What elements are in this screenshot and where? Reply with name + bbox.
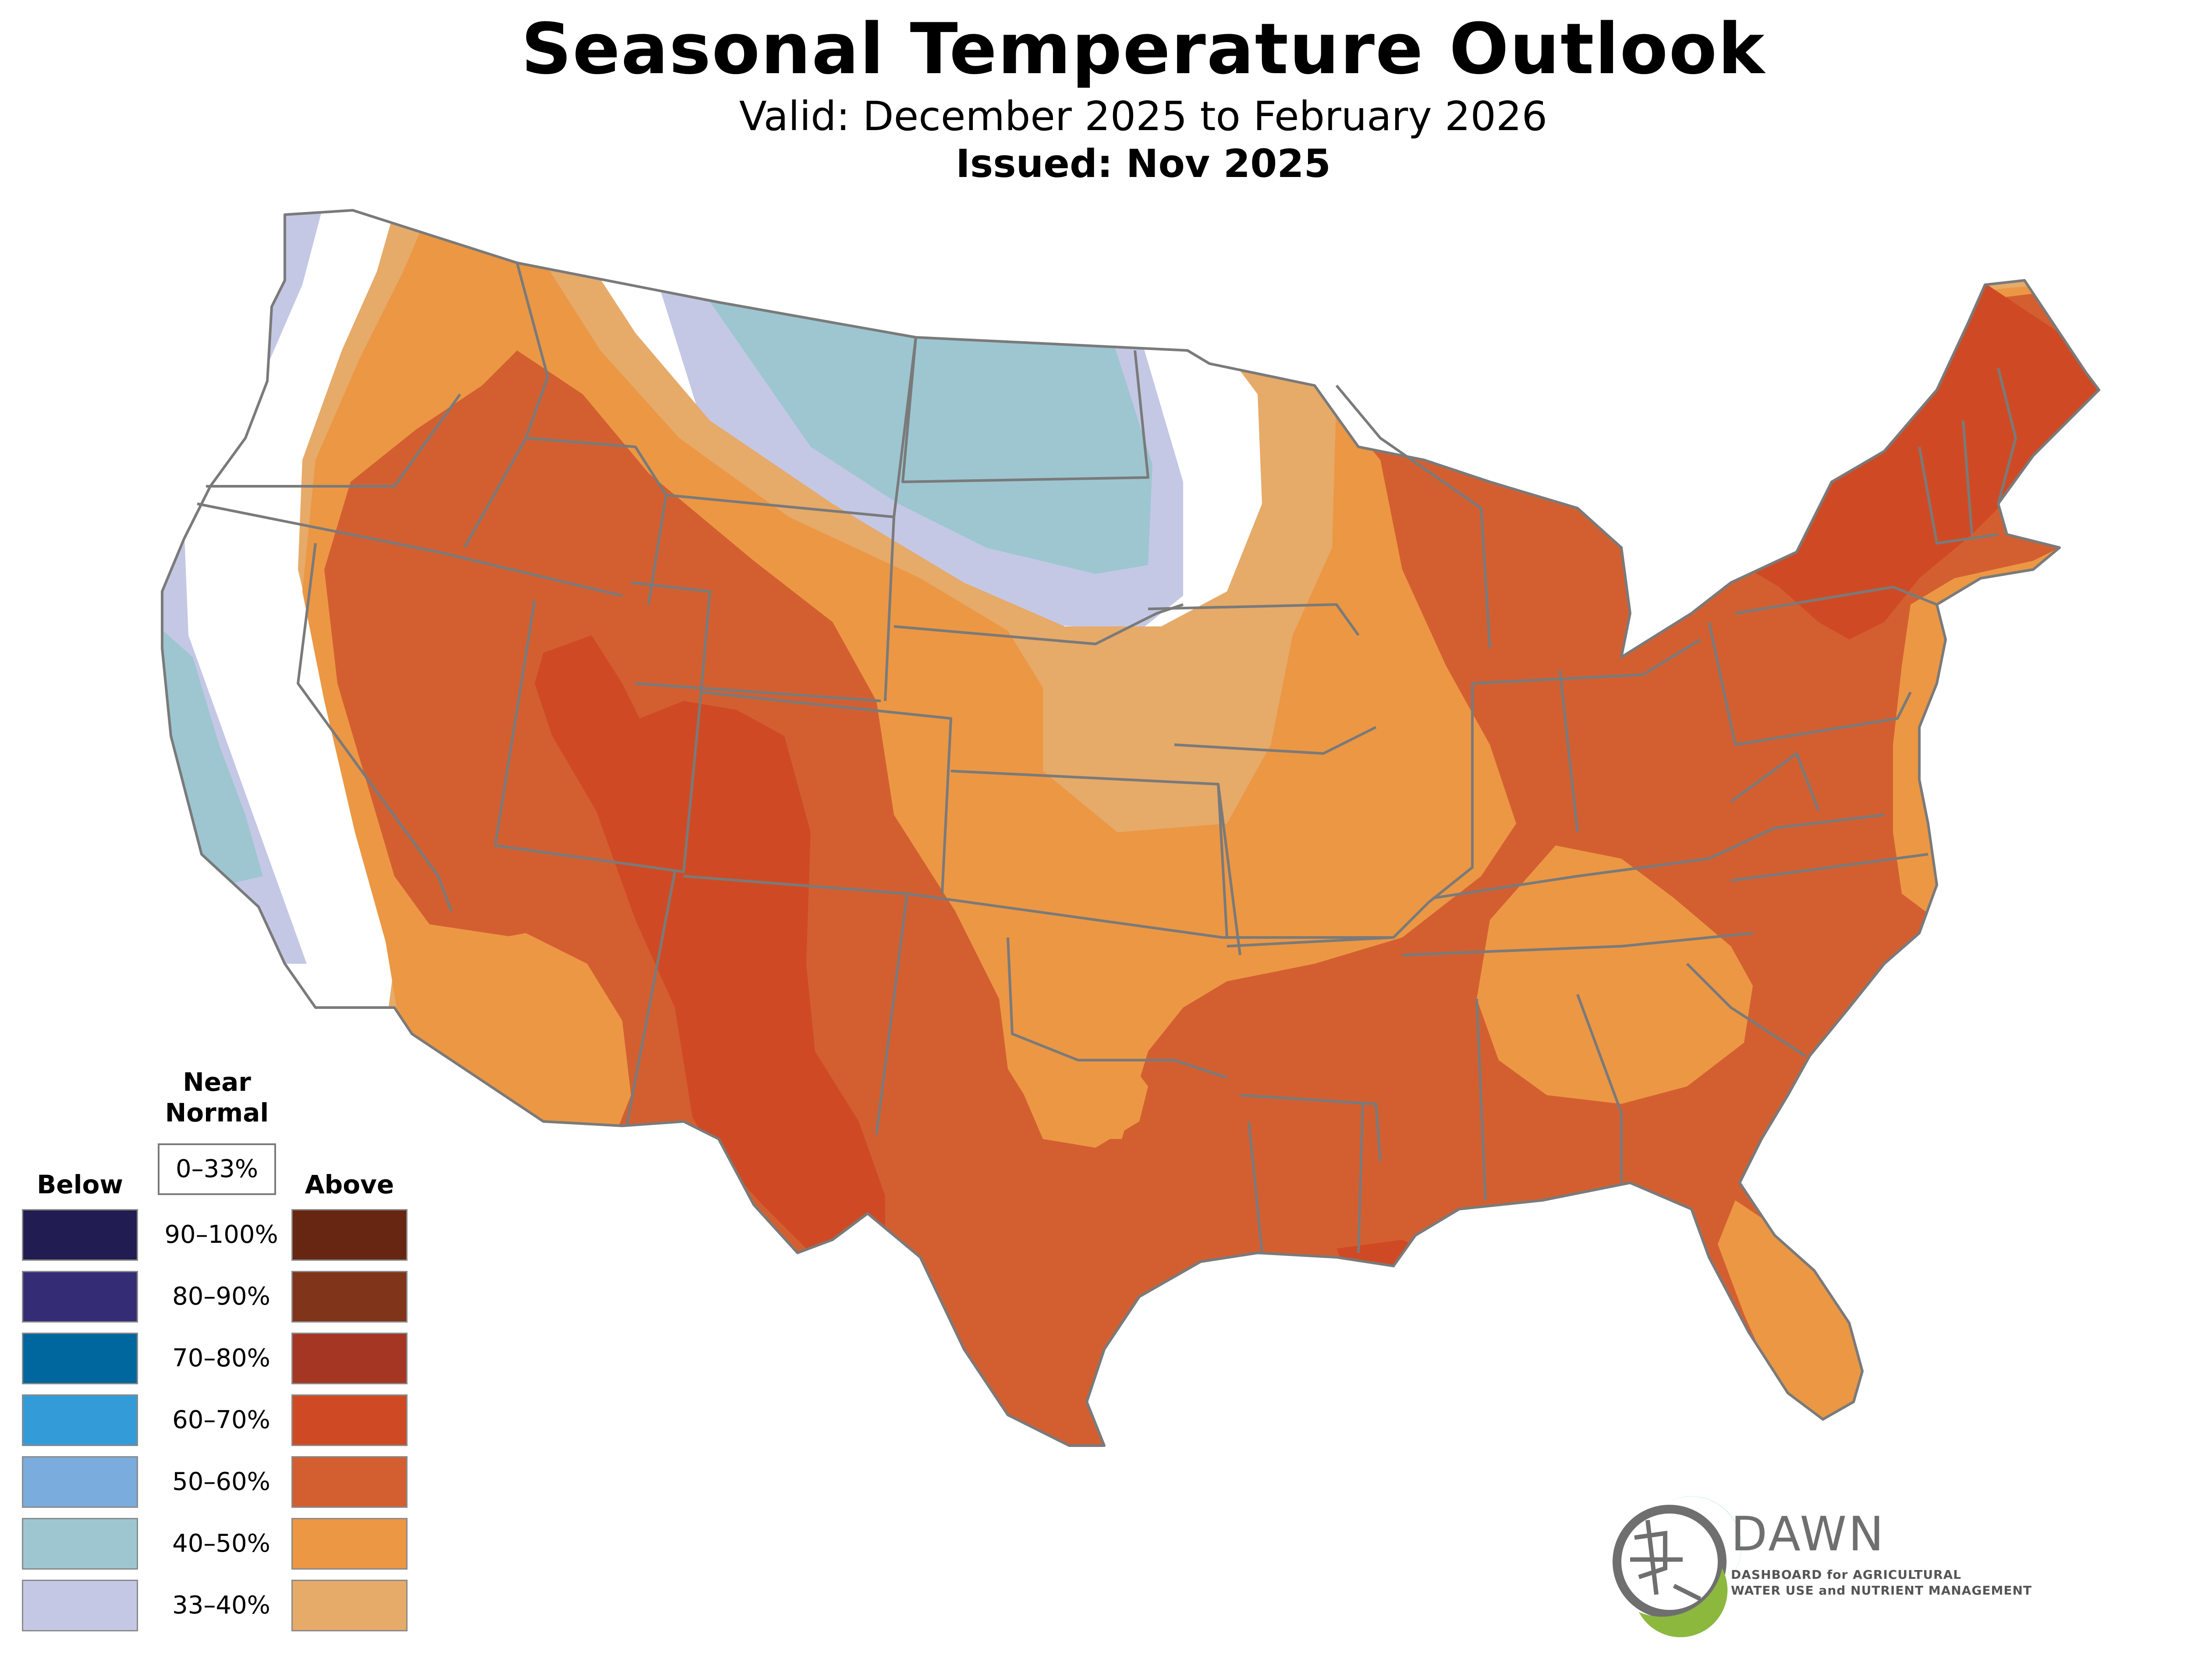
map-title: Seasonal Temperature Outlook: [521, 8, 1766, 90]
legend-range-label: 50–60%: [172, 1468, 270, 1496]
above-60-70-gulf: [1337, 1240, 1464, 1297]
legend-below-swatch: [22, 1518, 138, 1570]
above-40-50-southeast: [1477, 845, 1753, 1104]
legend-above-swatch: [291, 1271, 408, 1323]
above-40-50-florida: [1718, 1200, 1862, 1428]
above-60-70-northeast: [1735, 280, 2099, 640]
legend-below-swatch: [22, 1333, 138, 1384]
below-40-50-dakotas: [701, 289, 1152, 574]
legend-range-label: 80–90%: [172, 1282, 270, 1311]
legend-below-swatch: [22, 1580, 138, 1631]
dawn-logo-mark: [1613, 1496, 1742, 1638]
legend-range-label: 70–80%: [172, 1344, 270, 1372]
legend-above-heading: Above: [305, 1170, 394, 1199]
legend-above-swatch: [291, 1518, 408, 1570]
legend-below-heading: Below: [37, 1170, 123, 1199]
legend-above-swatch: [291, 1209, 408, 1261]
legend-range-label: 90–100%: [164, 1220, 278, 1249]
legend-range-label: 33–40%: [172, 1591, 270, 1620]
legend-near-normal-heading: Near Normal: [158, 1067, 276, 1128]
logo-line1: DASHBOARD for AGRICULTURAL: [1731, 1567, 1962, 1582]
logo-name: DAWN: [1731, 1507, 1886, 1562]
valid-period: Valid: December 2025 to February 2026: [739, 93, 1548, 140]
legend-above-swatch: [291, 1394, 408, 1446]
above-40-50-texas: [1008, 1008, 1148, 1148]
legend-range-label: 60–70%: [172, 1406, 270, 1434]
legend-range-label: 40–50%: [172, 1529, 270, 1558]
state-borders: [162, 210, 2099, 1446]
legend-below-swatch: [22, 1271, 138, 1323]
issued-date: Issued: Nov 2025: [956, 141, 1331, 186]
legend-below-swatch: [22, 1209, 138, 1261]
near-normal-swatch: 0–33%: [158, 1143, 276, 1195]
legend-above-swatch: [291, 1580, 408, 1631]
near-normal-line1: Near: [183, 1067, 251, 1097]
legend-below-swatch: [22, 1456, 138, 1508]
legend-above-swatch: [291, 1456, 408, 1508]
legend-below-swatch: [22, 1394, 138, 1446]
near-normal-line2: Normal: [165, 1098, 269, 1128]
logo-line2: WATER USE and NUTRIENT MANAGEMENT: [1731, 1583, 2032, 1598]
legend-above-swatch: [291, 1333, 408, 1384]
above-60-70-southwest: [535, 635, 885, 1279]
